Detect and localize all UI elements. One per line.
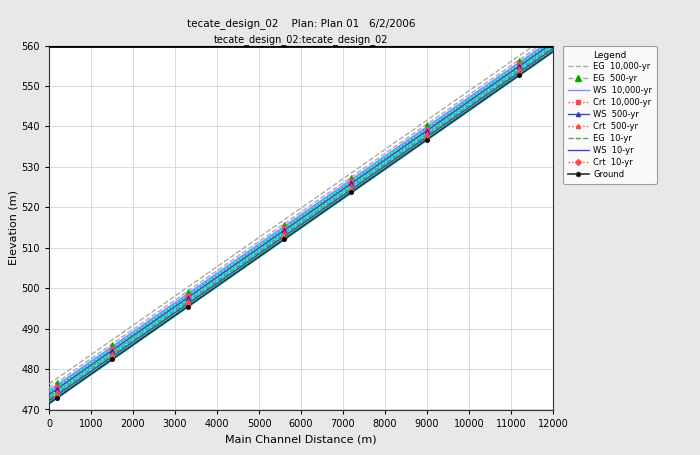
Y-axis label: Elevation (m): Elevation (m) bbox=[8, 190, 19, 265]
Legend: EG  10,000-yr, EG  500-yr, WS  10,000-yr, Crt  10,000-yr, WS  500-yr, Crt  500-y: EG 10,000-yr, EG 500-yr, WS 10,000-yr, C… bbox=[563, 46, 657, 184]
Text: tecate_design_02:tecate_design_02: tecate_design_02:tecate_design_02 bbox=[214, 34, 388, 45]
X-axis label: Main Channel Distance (m): Main Channel Distance (m) bbox=[225, 434, 377, 444]
Text: tecate_design_02    Plan: Plan 01   6/2/2006: tecate_design_02 Plan: Plan 01 6/2/2006 bbox=[187, 18, 415, 29]
